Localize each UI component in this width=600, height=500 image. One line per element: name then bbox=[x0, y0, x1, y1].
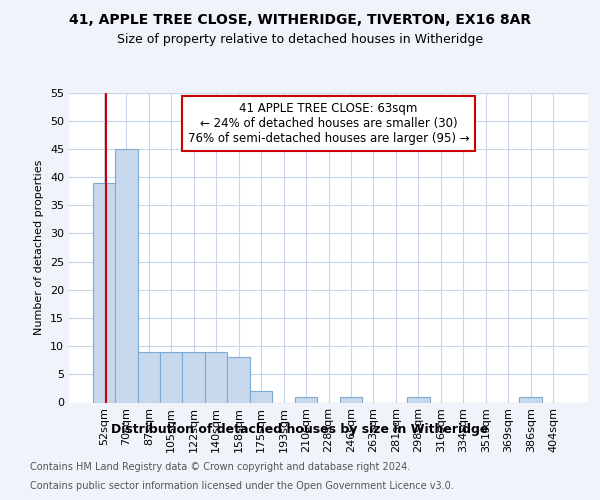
Text: Distribution of detached houses by size in Witheridge: Distribution of detached houses by size … bbox=[112, 422, 488, 436]
Text: Size of property relative to detached houses in Witheridge: Size of property relative to detached ho… bbox=[117, 32, 483, 46]
Text: 41 APPLE TREE CLOSE: 63sqm
← 24% of detached houses are smaller (30)
76% of semi: 41 APPLE TREE CLOSE: 63sqm ← 24% of deta… bbox=[188, 102, 469, 145]
Text: Contains HM Land Registry data © Crown copyright and database right 2024.: Contains HM Land Registry data © Crown c… bbox=[30, 462, 410, 472]
Bar bbox=[137, 352, 160, 403]
Bar bbox=[92, 182, 115, 402]
Text: 41, APPLE TREE CLOSE, WITHERIDGE, TIVERTON, EX16 8AR: 41, APPLE TREE CLOSE, WITHERIDGE, TIVERT… bbox=[69, 12, 531, 26]
Bar bbox=[160, 352, 182, 403]
Y-axis label: Number of detached properties: Number of detached properties bbox=[34, 160, 44, 335]
Text: Contains public sector information licensed under the Open Government Licence v3: Contains public sector information licen… bbox=[30, 481, 454, 491]
Bar bbox=[520, 397, 542, 402]
Bar bbox=[182, 352, 205, 403]
Bar bbox=[115, 149, 137, 403]
Bar bbox=[205, 352, 227, 403]
Bar bbox=[227, 358, 250, 403]
Bar bbox=[250, 391, 272, 402]
Bar bbox=[407, 397, 430, 402]
Bar bbox=[295, 397, 317, 402]
Bar bbox=[340, 397, 362, 402]
